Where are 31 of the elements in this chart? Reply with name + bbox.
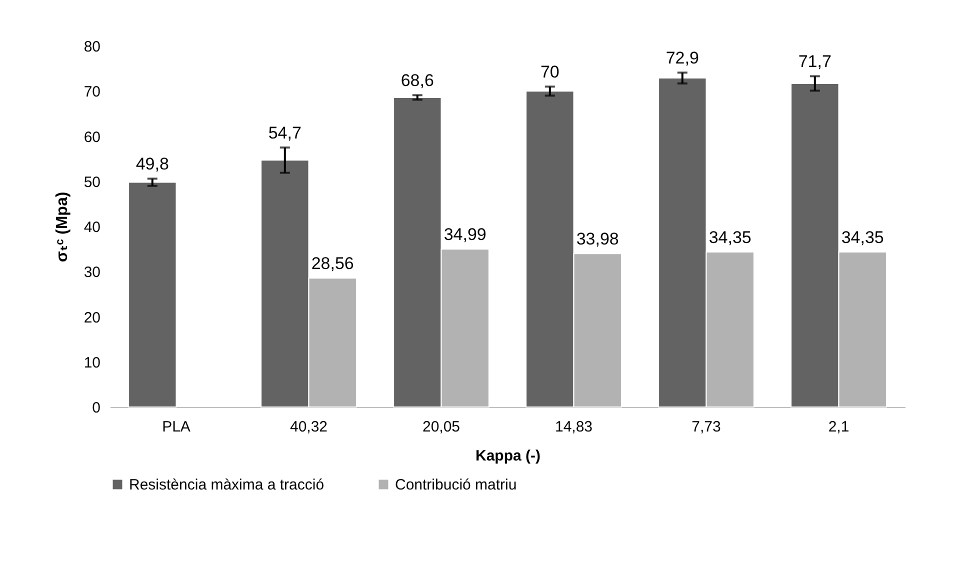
y-tick-label: 80 [84, 38, 100, 56]
bar [128, 182, 177, 408]
y-tick-label: 0 [92, 400, 100, 416]
legend-label: Contribució matriu [395, 476, 517, 494]
y-tick-label: 10 [84, 354, 100, 372]
y-tick-label: 30 [84, 264, 100, 282]
data-label: 71,7 [798, 52, 832, 72]
y-axis-title: σₜᶜ (Mpa) [54, 192, 71, 262]
data-label: 72,9 [666, 48, 699, 68]
x-tick-label: 14,83 [554, 418, 593, 436]
data-label: 54,7 [268, 124, 302, 143]
x-tick-label: 40,32 [290, 418, 328, 436]
y-tick-label: 20 [84, 309, 100, 326]
data-label: 34,35 [841, 228, 884, 247]
data-label: 28,56 [311, 254, 354, 274]
y-tick-label: 50 [84, 174, 100, 191]
y-tick-label: 60 [84, 128, 100, 146]
legend-label: Resistència màxima a tracció [129, 476, 324, 494]
data-label: 33,98 [576, 230, 619, 249]
x-tick-label: 20,05 [422, 418, 460, 436]
y-tick-label: 40 [84, 219, 100, 236]
x-tick-label: PLA [162, 418, 190, 436]
data-label: 68,6 [400, 71, 434, 90]
x-axis-title: Kappa (-) [476, 448, 540, 464]
y-tick-label: 70 [84, 84, 100, 101]
data-label: 34,99 [444, 225, 486, 244]
x-tick-label: 2,1 [828, 418, 850, 436]
x-tick-label: 7,73 [692, 418, 721, 436]
data-label: 70 [540, 62, 560, 82]
data-label: 34,35 [708, 228, 752, 247]
data-label: 49,8 [136, 154, 169, 174]
